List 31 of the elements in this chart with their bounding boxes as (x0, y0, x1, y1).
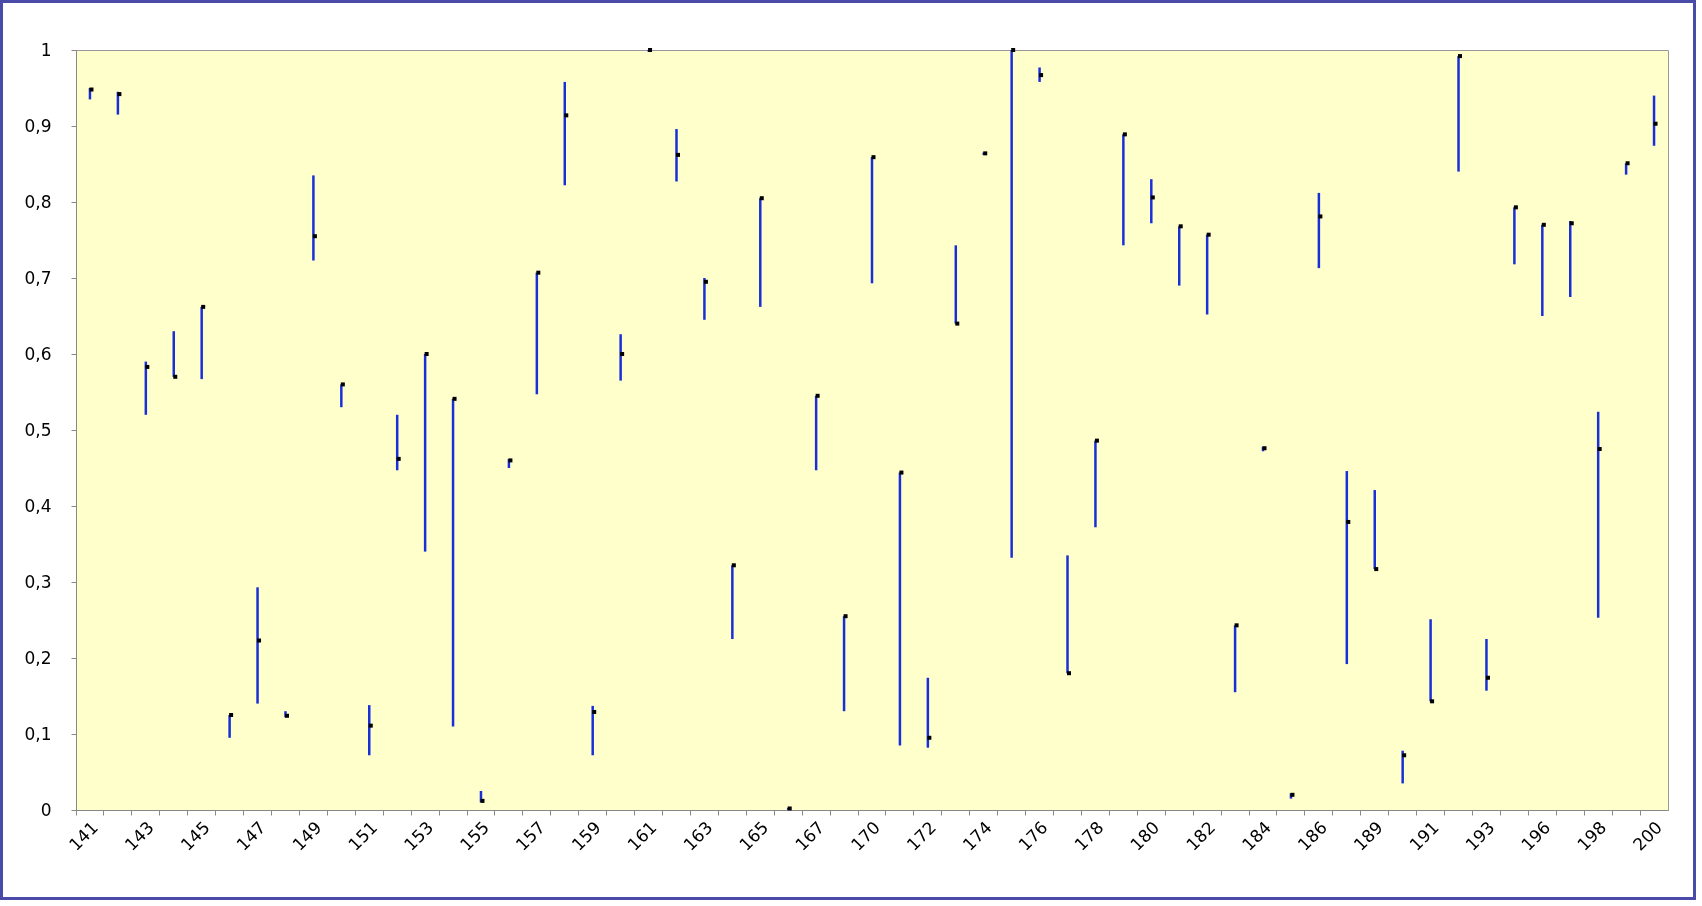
x-tick-label: 172 (902, 817, 940, 855)
x-tick-label: 143 (120, 817, 158, 855)
x-tick-label: 180 (1126, 817, 1164, 855)
x-tick-label: 165 (735, 817, 773, 855)
x-tick-label: 151 (344, 817, 382, 855)
y-tick-label: 0,3 (24, 571, 52, 592)
y-tick-label: 0,8 (24, 191, 52, 212)
x-tick-label: 191 (1405, 817, 1443, 855)
y-tick-label: 0,1 (24, 723, 52, 744)
y-tick-label: 0,4 (24, 495, 52, 516)
y-tick-label: 0,9 (24, 115, 52, 136)
y-tick-label: 0,5 (24, 419, 52, 440)
y-tick-label: 0,2 (24, 647, 52, 668)
x-tick-label: 182 (1182, 817, 1220, 855)
y-tick-label: 0,6 (24, 343, 52, 364)
y-tick-label: 0,7 (24, 267, 52, 288)
x-tick-label: 174 (958, 817, 996, 855)
x-tick-label: 189 (1349, 817, 1387, 855)
x-tick-label: 163 (679, 817, 717, 855)
x-tick-label: 153 (400, 817, 438, 855)
x-tick-label: 184 (1237, 817, 1276, 855)
x-tick-label: 198 (1573, 817, 1611, 855)
y-tick-label: 0 (40, 799, 52, 820)
x-tick-label: 149 (288, 817, 326, 855)
x-tick-label: 178 (1070, 817, 1108, 855)
y-tick-label: 1 (40, 39, 52, 60)
x-tick-label: 159 (567, 817, 605, 855)
x-tick-label: 193 (1461, 817, 1499, 855)
x-tick-label: 141 (64, 817, 102, 855)
x-tick-label: 170 (846, 817, 885, 855)
x-tick-label: 161 (623, 817, 661, 855)
